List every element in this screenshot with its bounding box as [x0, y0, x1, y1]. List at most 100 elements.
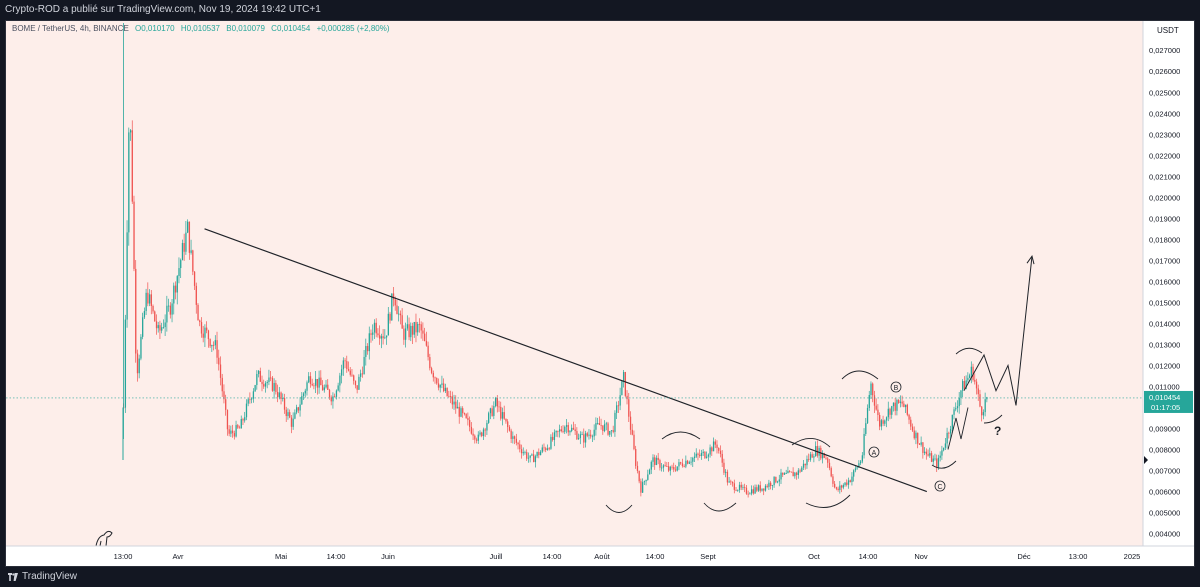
candle: [377, 328, 379, 338]
candle: [569, 429, 571, 436]
candle: [541, 444, 543, 454]
candle: [816, 440, 819, 458]
candle: [972, 363, 974, 382]
candle: [534, 454, 537, 468]
candle: [212, 341, 215, 351]
candle: [340, 364, 343, 384]
axis-marker-icon: [1144, 456, 1148, 465]
candle: [460, 406, 462, 418]
candle: [425, 331, 428, 347]
candle: [385, 335, 388, 345]
candle: [536, 451, 538, 459]
candle: [899, 395, 902, 408]
candle: [351, 368, 353, 378]
price-chart[interactable]: A B C? USDT 0,004000 0,005000 0,006000 0,00700…: [6, 21, 1194, 566]
candle: [759, 481, 761, 493]
candle: [674, 464, 677, 472]
dino-mark-icon: [95, 530, 113, 547]
price-axis: USDT 0,004000 0,005000 0,006000 0,007000 0,00…: [1142, 21, 1194, 566]
candle: [422, 322, 424, 341]
price-tick-label: 0,011000: [1149, 382, 1180, 391]
price-tick-label: 0,005000: [1149, 509, 1180, 518]
time-tick-label: Mai: [275, 552, 287, 561]
candle: [851, 472, 853, 486]
legend-low: B0,010079: [226, 24, 265, 33]
candle: [790, 471, 793, 473]
time-tick-label: Août: [594, 552, 610, 561]
candle: [690, 456, 692, 466]
candle: [865, 417, 867, 437]
candle: [327, 379, 329, 390]
candle: [910, 416, 912, 430]
candle: [794, 471, 796, 479]
candle: [882, 415, 884, 427]
candle: [216, 331, 218, 364]
candle: [531, 453, 533, 457]
candle: [712, 437, 715, 452]
candle: [946, 427, 948, 449]
brand[interactable]: TradingView: [8, 571, 77, 582]
candle: [896, 398, 898, 416]
candle: [505, 418, 507, 424]
candle: [524, 450, 526, 455]
candle: [645, 479, 647, 486]
price-tick-label: 0,007000: [1149, 467, 1180, 476]
candle: [866, 404, 869, 425]
candle: [673, 462, 675, 473]
candle: [145, 288, 147, 315]
candle: [629, 411, 632, 435]
candle: [835, 486, 838, 491]
candle: [683, 464, 685, 468]
candle: [242, 417, 244, 426]
candle: [365, 338, 367, 366]
candle: [456, 399, 459, 409]
candle: [667, 462, 670, 473]
candle: [764, 484, 767, 492]
candle: [584, 430, 587, 448]
chart-pane[interactable]: A B C? USDT 0,004000 0,005000 0,006000 0,00700…: [5, 20, 1195, 567]
wave-label-a: A: [868, 446, 880, 458]
candle: [856, 466, 858, 470]
candle: [770, 481, 772, 490]
candle: [894, 397, 896, 416]
candle: [949, 425, 952, 439]
candle: [837, 486, 839, 492]
projection-path[interactable]: [963, 256, 1033, 406]
candle: [602, 425, 604, 435]
candle: [136, 349, 139, 382]
candle: [218, 349, 220, 371]
candle: [552, 432, 554, 442]
candle: [159, 320, 161, 340]
candle: [879, 412, 881, 431]
candle: [763, 488, 765, 496]
trendline[interactable]: [204, 228, 928, 493]
candle: [782, 472, 784, 478]
candle: [773, 476, 775, 488]
candle: [408, 317, 410, 341]
candle: [898, 399, 900, 404]
candle: [501, 407, 504, 426]
candle: [733, 479, 735, 494]
candle: [337, 382, 339, 392]
candle: [332, 392, 334, 409]
candle: [135, 260, 137, 363]
candle: [302, 392, 305, 400]
candle: [472, 428, 474, 441]
candle: [915, 430, 917, 445]
candle: [846, 479, 848, 487]
candle: [761, 488, 763, 492]
candle: [870, 381, 872, 399]
candle: [507, 419, 509, 433]
candle: [832, 474, 834, 488]
candle: [429, 353, 431, 371]
candle: [510, 428, 512, 444]
candle: [984, 392, 986, 417]
candle: [695, 448, 697, 459]
candle: [610, 430, 613, 437]
candle: [588, 429, 590, 440]
candle: [214, 335, 216, 350]
candle: [346, 355, 348, 373]
candle: [802, 459, 805, 471]
candle: [780, 468, 782, 484]
candle: [320, 370, 322, 386]
